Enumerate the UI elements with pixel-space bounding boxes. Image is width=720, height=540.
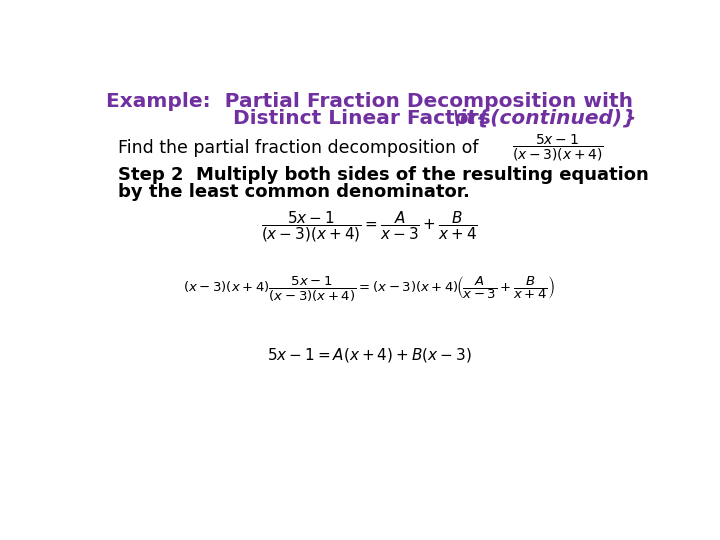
Text: \it{(continued)}: \it{(continued)} (453, 109, 637, 127)
Text: $5x - 1 = A(x+4) + B(x-3)$: $5x - 1 = A(x+4) + B(x-3)$ (266, 346, 472, 364)
Text: Step 2  Multiply both sides of the resulting equation: Step 2 Multiply both sides of the result… (118, 166, 649, 185)
Text: Find the partial fraction decomposition of: Find the partial fraction decomposition … (118, 139, 478, 157)
Text: $\dfrac{5x-1}{(x-3)(x+4)}$: $\dfrac{5x-1}{(x-3)(x+4)}$ (513, 132, 604, 163)
Text: by the least common denominator.: by the least common denominator. (118, 184, 469, 201)
Text: Distinct Linear Factors: Distinct Linear Factors (233, 109, 505, 127)
Text: $\dfrac{5x-1}{(x-3)(x+4)} = \dfrac{A}{x-3} + \dfrac{B}{x+4}$: $\dfrac{5x-1}{(x-3)(x+4)} = \dfrac{A}{x-… (261, 210, 477, 244)
Text: Example:  Partial Fraction Decomposition with: Example: Partial Fraction Decomposition … (106, 92, 632, 111)
Text: $(x-3)(x+4)\dfrac{5x-1}{(x-3)(x+4)} = (x-3)(x+4)\!\left(\dfrac{A}{x-3}+\dfrac{B}: $(x-3)(x+4)\dfrac{5x-1}{(x-3)(x+4)} = (x… (183, 274, 555, 303)
